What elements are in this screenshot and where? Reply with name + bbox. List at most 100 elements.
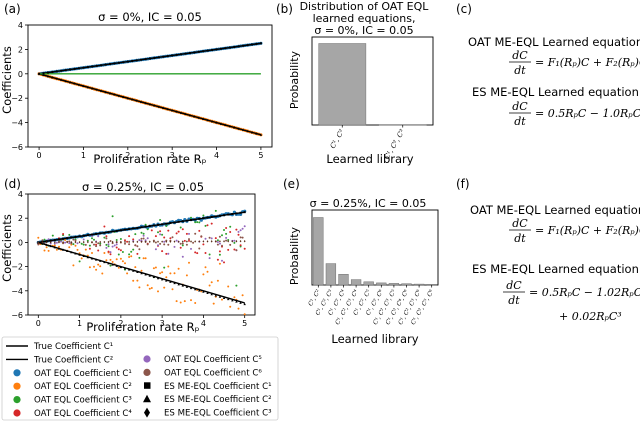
panel-e-bar: [401, 283, 412, 286]
panel-a-es-me-eql-coefficient-c-marker: [237, 45, 240, 48]
panel-d-oat-eql-coefficient-c-point: [119, 257, 122, 260]
panel-d-oat-eql-coefficient-c-point: [146, 237, 149, 240]
panel-d-oat-eql-coefficient-c-point: [154, 241, 157, 244]
panel-d-oat-eql-coefficient-c-point: [152, 267, 155, 270]
panel-d-es-me-eql-coefficient-c-marker: [86, 234, 89, 237]
panel-d-oat-eql-coefficient-c-point: [167, 265, 170, 268]
panel-a-es-me-eql-coefficient-c-marker: [95, 64, 98, 67]
panel-d-oat-eql-coefficient-c-point: [225, 236, 228, 239]
panel-d-es-me-eql-coefficient-c-marker: [53, 241, 56, 244]
panel-d-es-me-eql-coefficient-c-marker: [198, 217, 201, 220]
panel-d-es-me-eql-coefficient-c-marker: [206, 216, 209, 219]
panel-d-oat-eql-coefficient-c-point: [124, 242, 126, 245]
panel-d-ytick-label: −2: [11, 263, 23, 272]
panel-d-es-me-eql-coefficient-c-marker: [58, 241, 60, 244]
panel-d-oat-eql-coefficient-c-point: [53, 242, 56, 245]
panel-d-oat-eql-coefficient-c-point: [117, 248, 120, 251]
panel-d-oat-eql-coefficient-c-point: [227, 248, 230, 251]
panel-d-oat-eql-coefficient-c-point: [130, 250, 133, 253]
panel-a-es-me-eql-coefficient-c-marker: [224, 47, 227, 50]
panel-c-es-dc: dC: [512, 100, 528, 113]
panel-d-oat-eql-coefficient-c-point: [150, 229, 153, 232]
panel-b-title-line2: learned equations,: [313, 12, 416, 25]
panel-a-es-me-eql-coefficient-c-marker: [197, 50, 200, 53]
panel-d-es-me-eql-coefficient-c-marker: [132, 227, 135, 230]
panel-a-es-me-eql-coefficient-c-marker: [68, 81, 72, 84]
panel-e-bar: [426, 284, 437, 286]
panel-d-es-me-eql-coefficient-c-marker: [140, 226, 143, 229]
panel-d-oat-eql-coefficient-c-point: [175, 300, 178, 303]
panel-d-oat-eql-coefficient-c-point: [177, 230, 180, 233]
panel-a-es-me-eql-coefficient-c-marker: [215, 121, 218, 124]
panel-c-oat-equation: dC dt = F₁(Rₚ)C + F₂(Rₚ)C²: [509, 49, 640, 77]
panel-a-es-me-eql-coefficient-c-marker: [104, 90, 107, 94]
panel-d-es-me-eql-coefficient-c-marker: [144, 273, 147, 276]
panel-d-oat-eql-coefficient-c-point: [84, 248, 87, 251]
panel-d-es-me-eql-coefficient-c-marker: [95, 232, 98, 235]
panel-a-es-me-eql-coefficient-c-marker: [188, 52, 191, 55]
panel-d-oat-eql-coefficient-c-point: [136, 245, 139, 248]
panel-d-es-me-eql-coefficient-c-marker: [173, 221, 176, 224]
panel-d-oat-eql-coefficient-c-point: [146, 228, 149, 231]
panel-d-oat-eql-coefficient-c-point: [97, 263, 100, 266]
panel-a-es-me-eql-coefficient-c-marker: [170, 109, 174, 112]
panel-a-es-me-eql-coefficient-c-marker: [255, 42, 258, 45]
panel-d-oat-eql-coefficient-c-point: [206, 270, 209, 273]
panel-a-es-me-eql-coefficient-c-marker: [219, 122, 223, 125]
panel-d-es-me-eql-coefficient-c-marker: [198, 240, 201, 243]
panel-a-es-me-eql-coefficient-c-marker: [175, 110, 178, 113]
panel-d-oat-eql-coefficient-c-point: [223, 261, 225, 264]
panel-d-oat-eql-coefficient-c-point: [194, 232, 197, 235]
panel-d-es-me-eql-coefficient-c-marker: [169, 280, 172, 283]
panel-d-oat-eql-coefficient-c-point: [233, 248, 236, 251]
panel-a-es-me-eql-coefficient-c-marker: [233, 45, 236, 48]
panel-d-oat-eql-coefficient-c-point: [109, 264, 112, 267]
panel-d-oat-eql-coefficient-c-point: [204, 266, 207, 269]
panel-d-es-me-eql-coefficient-c-marker: [61, 248, 65, 251]
panel-d-es-me-eql-coefficient-c-marker: [78, 253, 81, 256]
panel-d-es-me-eql-coefficient-c-marker: [219, 240, 221, 243]
panel-d-es-me-eql-coefficient-c-marker: [53, 246, 57, 249]
panel-d-oat-eql-coefficient-c-point: [194, 221, 197, 224]
panel-d-oat-eql-coefficient-c-point: [134, 233, 137, 236]
panel-d-oat-eql-coefficient-c-point: [183, 300, 186, 303]
panel-a-es-me-eql-coefficient-c-marker: [100, 89, 103, 92]
panel-d-es-me-eql-coefficient-c-marker: [99, 259, 102, 262]
panel-d-oat-eql-coefficient-c-point: [221, 234, 223, 237]
panel-a-es-me-eql-coefficient-c-marker: [153, 104, 156, 107]
panel-a-es-me-eql-coefficient-c-marker: [73, 82, 76, 85]
panel-d-oat-eql-coefficient-c-point: [86, 239, 89, 242]
panel-d-oat-eql-coefficient-c-point: [198, 221, 201, 224]
panel-d-oat-eql-coefficient-c-point: [196, 221, 199, 224]
panel-d-oat-eql-coefficient-c-point: [165, 252, 168, 255]
panel-d-oat-eql-coefficient-c-point: [37, 236, 40, 239]
panel-d-oat-eql-coefficient-c-point: [198, 247, 201, 250]
panel-a-es-me-eql-coefficient-c-marker: [46, 71, 49, 74]
panel-e-letter: (e): [283, 177, 300, 191]
panel-a-es-me-eql-coefficient-c-marker: [157, 105, 161, 108]
panel-c-oat-dc: dC: [512, 49, 528, 62]
legend-es-me-eql-coefficient-c-swatch: [144, 407, 150, 418]
panel-a-es-me-eql-coefficient-c-marker: [108, 92, 112, 95]
panel-d-oat-eql-coefficient-c-point: [157, 231, 159, 234]
panel-d-oat-eql-coefficient-c-point: [208, 236, 211, 239]
panel-d-es-me-eql-coefficient-c-marker: [144, 225, 147, 228]
panel-d-es-me-eql-coefficient-c-marker: [235, 212, 238, 215]
panel-a-es-me-eql-coefficient-c-marker: [179, 111, 183, 114]
panel-d-es-me-eql-coefficient-c-marker: [223, 240, 225, 243]
panel-a-es-me-eql-coefficient-c-marker: [206, 118, 209, 122]
panel-d-es-me-eql-coefficient-c-marker: [194, 218, 197, 221]
panel-d-xtick-label: 5: [242, 319, 247, 328]
panel-d-es-me-eql-coefficient-c-marker: [185, 285, 189, 288]
panel-c-es-rhs: = 0.5RₚC − 1.0RₚC²: [535, 107, 640, 120]
panel-d-es-me-eql-coefficient-c-marker: [148, 240, 151, 243]
legend-oat-eql-coefficient-c-label: OAT EQL Coefficient C⁶: [164, 368, 262, 378]
panel-d-es-me-eql-coefficient-c-marker: [177, 220, 180, 223]
panel-d-oat-eql-coefficient-c-point: [199, 218, 203, 222]
legend-es-me-eql-coefficient-c-swatch: [144, 382, 151, 389]
panel-d-es-me-eql-coefficient-c-marker: [111, 240, 114, 244]
panel-d-plot-frame: [27, 193, 256, 316]
panel-d-es-me-eql-coefficient-c-marker: [152, 240, 155, 243]
panel-d-es-me-eql-coefficient-c-marker: [62, 237, 65, 240]
